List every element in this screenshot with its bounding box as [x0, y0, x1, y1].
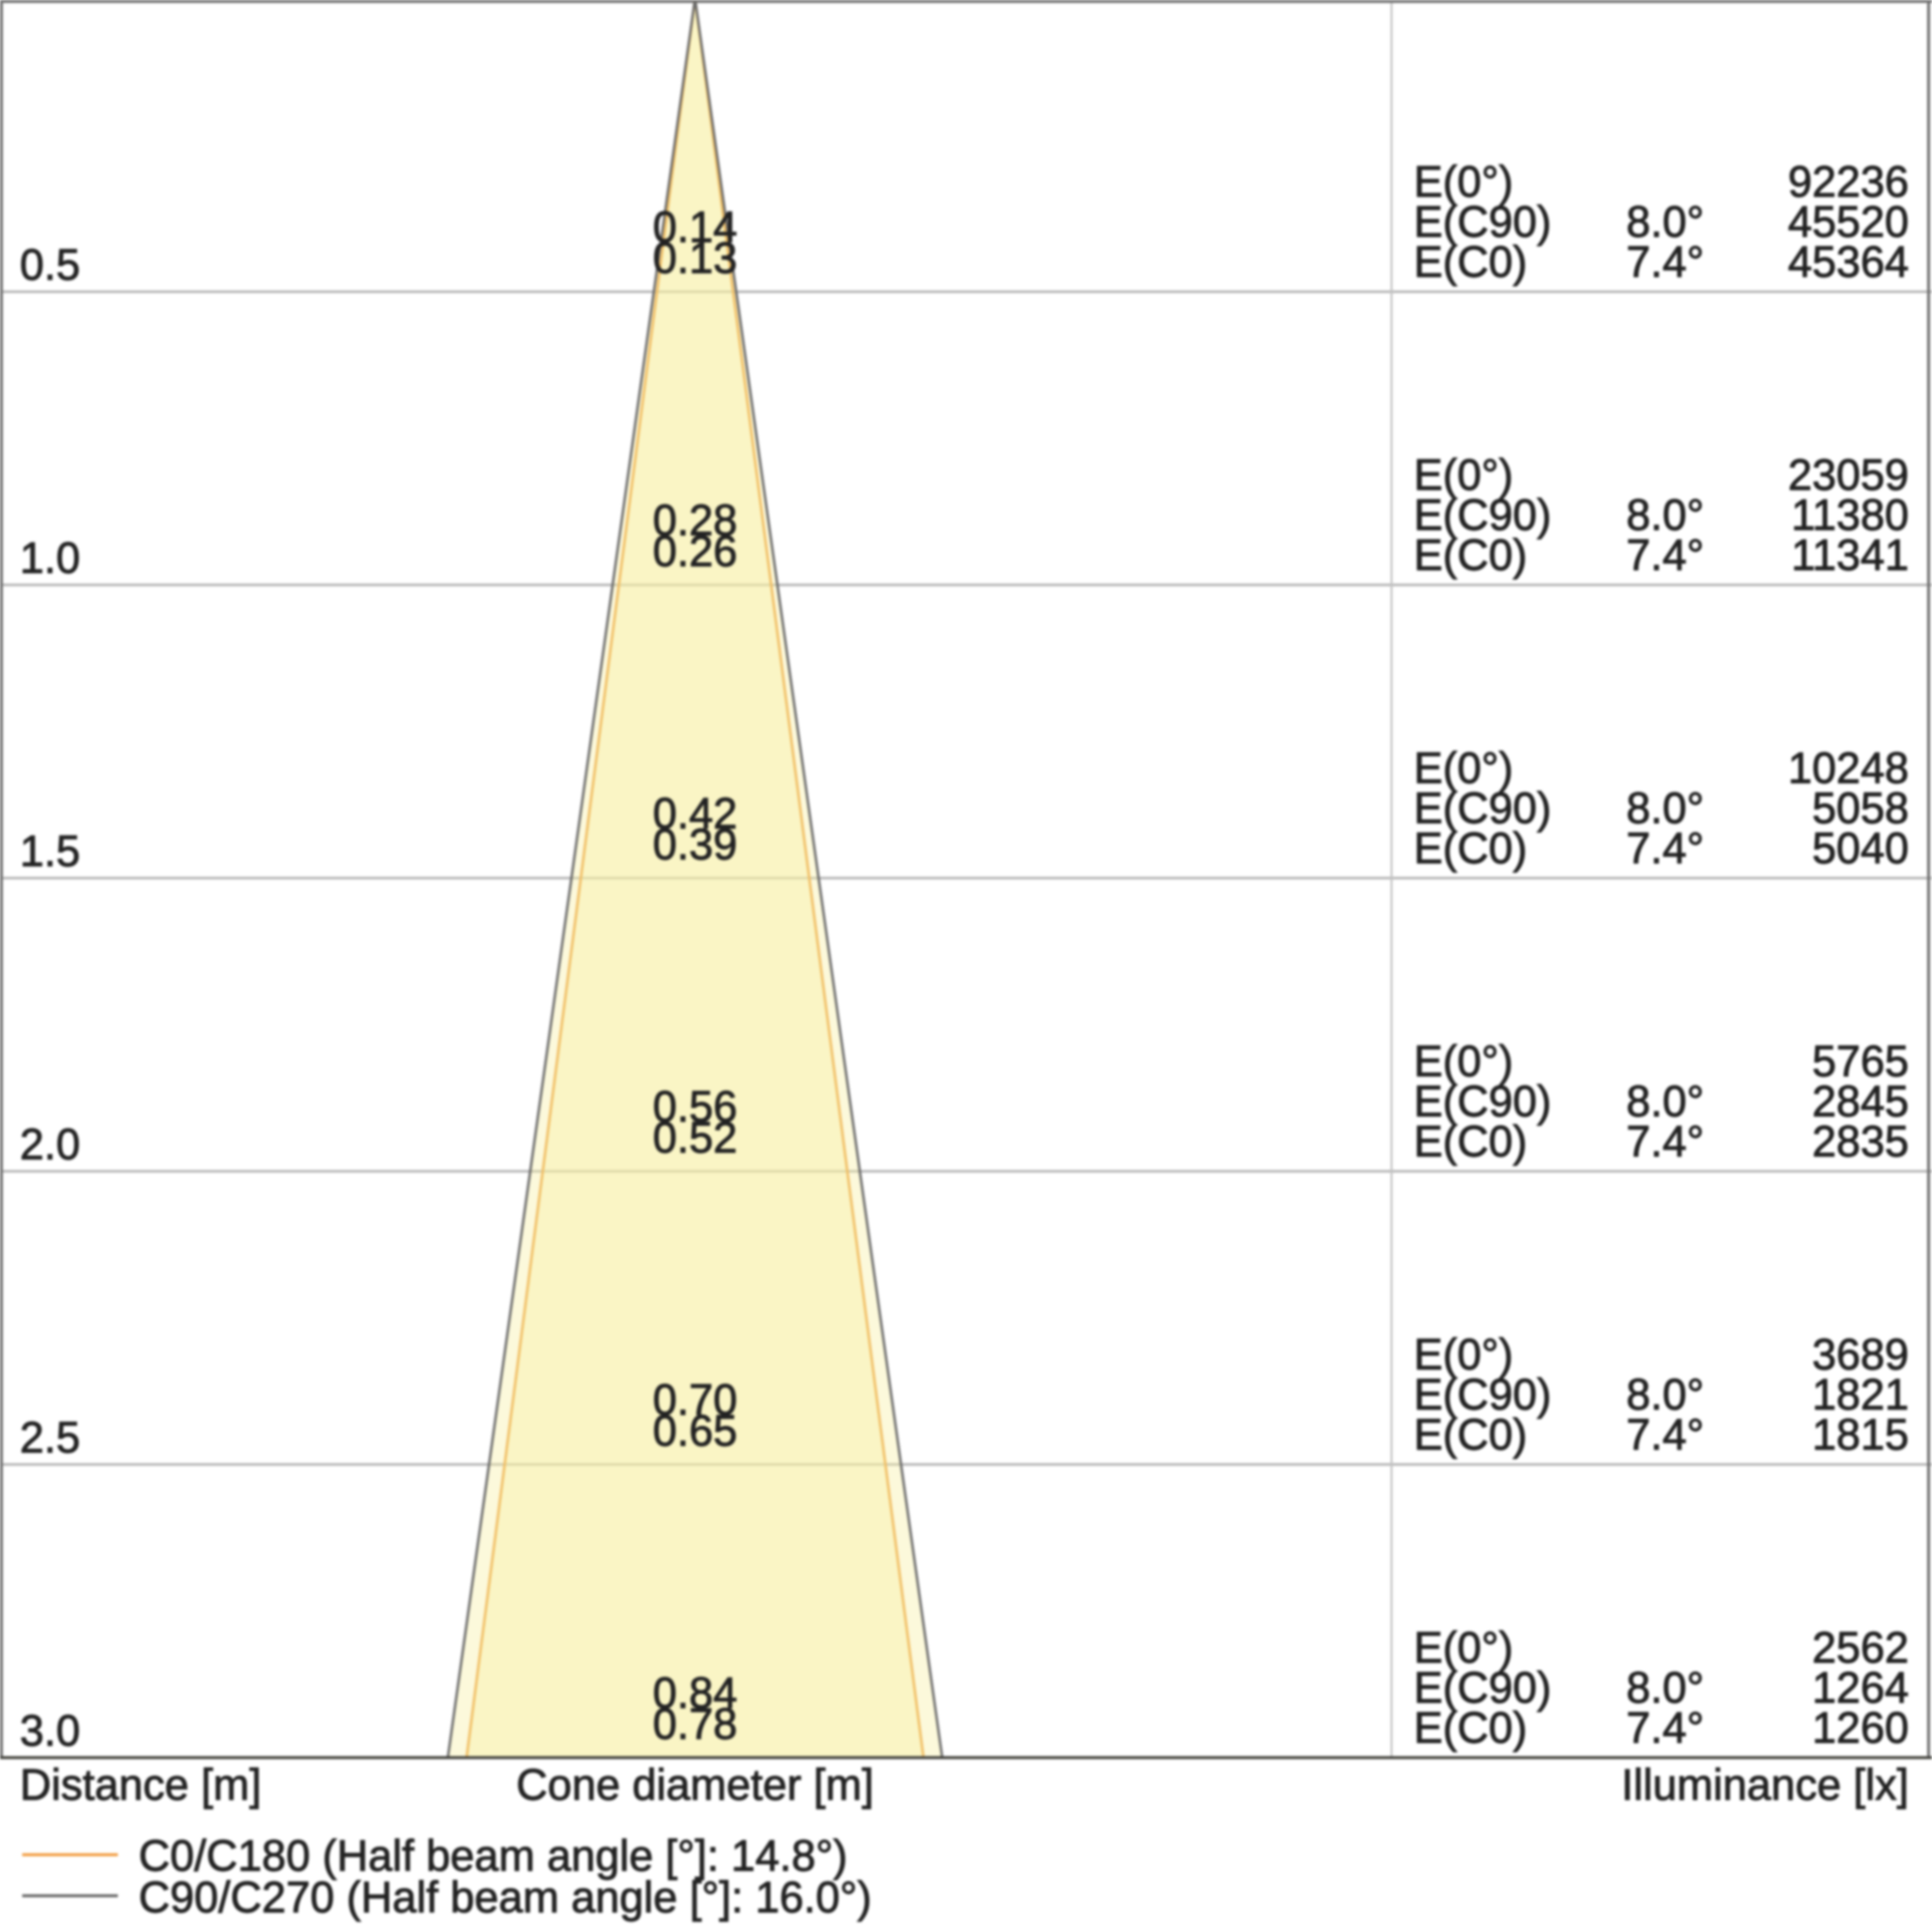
svg-text:E(C0): E(C0)	[1414, 1703, 1528, 1752]
svg-text:Distance [m]: Distance [m]	[20, 1760, 262, 1809]
svg-text:1260: 1260	[1812, 1703, 1909, 1752]
svg-text:7.4°: 7.4°	[1626, 238, 1704, 287]
svg-text:E(C90): E(C90)	[1414, 783, 1552, 833]
svg-text:8.0°: 8.0°	[1626, 1370, 1704, 1419]
svg-text:0.28: 0.28	[653, 496, 738, 545]
svg-text:3.0: 3.0	[20, 1706, 81, 1755]
svg-text:45364: 45364	[1788, 238, 1909, 287]
svg-text:45520: 45520	[1788, 197, 1909, 246]
svg-text:23059: 23059	[1788, 450, 1909, 499]
svg-text:E(C0): E(C0)	[1414, 1117, 1528, 1166]
svg-text:11341: 11341	[1791, 530, 1909, 580]
svg-text:0.39: 0.39	[653, 820, 738, 869]
svg-text:0.13: 0.13	[653, 234, 738, 283]
svg-text:0.70: 0.70	[653, 1376, 738, 1425]
svg-text:1264: 1264	[1812, 1663, 1909, 1713]
svg-text:2562: 2562	[1812, 1623, 1909, 1672]
svg-text:0.5: 0.5	[20, 241, 81, 290]
svg-text:5765: 5765	[1812, 1037, 1909, 1086]
svg-text:0.52: 0.52	[653, 1113, 738, 1162]
svg-text:7.4°: 7.4°	[1626, 1703, 1704, 1752]
svg-text:E(0°): E(0°)	[1414, 450, 1514, 499]
svg-text:8.0°: 8.0°	[1626, 197, 1704, 246]
svg-text:3689: 3689	[1812, 1330, 1909, 1379]
svg-text:1.5: 1.5	[20, 827, 81, 876]
svg-text:E(C90): E(C90)	[1414, 197, 1552, 246]
svg-text:E(0°): E(0°)	[1414, 157, 1514, 207]
svg-text:E(C90): E(C90)	[1414, 1663, 1552, 1713]
svg-text:10248: 10248	[1788, 744, 1909, 793]
svg-text:E(C0): E(C0)	[1414, 1410, 1528, 1460]
svg-text:E(C0): E(C0)	[1414, 530, 1528, 580]
svg-text:0.42: 0.42	[653, 789, 738, 838]
svg-text:2835: 2835	[1812, 1117, 1909, 1166]
svg-text:0.26: 0.26	[653, 526, 738, 576]
svg-text:C0/C180 (Half beam angle [°]:: C0/C180 (Half beam angle [°]: 14.8°)	[139, 1832, 848, 1881]
svg-text:1815: 1815	[1812, 1410, 1909, 1460]
svg-text:2845: 2845	[1812, 1077, 1909, 1126]
svg-text:0.78: 0.78	[653, 1699, 738, 1748]
svg-text:8.0°: 8.0°	[1626, 783, 1704, 833]
svg-text:C90/C270 (Half beam angle [°]:: C90/C270 (Half beam angle [°]: 16.0°)	[139, 1873, 872, 1922]
svg-text:2.0: 2.0	[20, 1120, 81, 1169]
svg-text:7.4°: 7.4°	[1626, 824, 1704, 873]
svg-text:E(0°): E(0°)	[1414, 744, 1514, 793]
svg-text:E(0°): E(0°)	[1414, 1623, 1514, 1672]
svg-text:0.14: 0.14	[653, 203, 738, 252]
svg-text:92236: 92236	[1788, 157, 1909, 207]
svg-text:7.4°: 7.4°	[1626, 530, 1704, 580]
svg-text:Cone diameter [m]: Cone diameter [m]	[516, 1760, 873, 1809]
svg-text:E(C90): E(C90)	[1414, 491, 1552, 540]
svg-text:E(C90): E(C90)	[1414, 1077, 1552, 1126]
svg-text:E(C0): E(C0)	[1414, 238, 1528, 287]
svg-text:0.65: 0.65	[653, 1406, 738, 1456]
svg-text:2.5: 2.5	[20, 1413, 81, 1463]
svg-text:E(C90): E(C90)	[1414, 1370, 1552, 1419]
svg-text:7.4°: 7.4°	[1626, 1410, 1704, 1460]
svg-text:8.0°: 8.0°	[1626, 1663, 1704, 1713]
svg-text:5040: 5040	[1812, 824, 1909, 873]
svg-text:0.84: 0.84	[653, 1668, 738, 1718]
svg-text:7.4°: 7.4°	[1626, 1117, 1704, 1166]
svg-text:8.0°: 8.0°	[1626, 491, 1704, 540]
svg-text:8.0°: 8.0°	[1626, 1077, 1704, 1126]
svg-text:5058: 5058	[1812, 783, 1909, 833]
svg-text:1821: 1821	[1812, 1370, 1909, 1419]
svg-text:E(C0): E(C0)	[1414, 824, 1528, 873]
svg-text:0.56: 0.56	[653, 1082, 738, 1131]
svg-text:E(0°): E(0°)	[1414, 1330, 1514, 1379]
svg-text:Illuminance [lx]: Illuminance [lx]	[1621, 1760, 1909, 1809]
svg-text:1.0: 1.0	[20, 533, 81, 582]
svg-text:11380: 11380	[1791, 491, 1909, 540]
svg-text:E(0°): E(0°)	[1414, 1037, 1514, 1086]
